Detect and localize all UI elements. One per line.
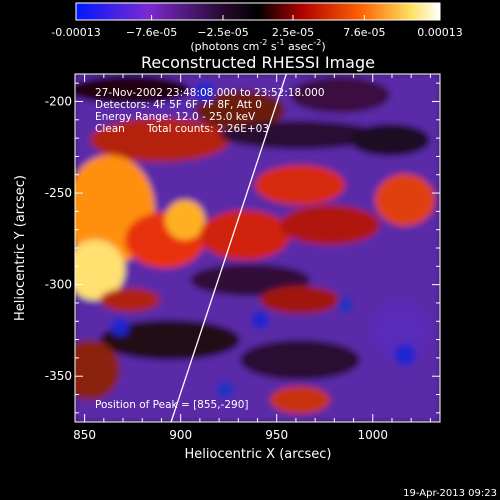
plot-area bbox=[75, 74, 440, 422]
annotation-counts: Total counts: 2.26E+03 bbox=[146, 123, 269, 135]
annotation-clean: Clean bbox=[95, 123, 125, 135]
chart-title: Reconstructed RHESSI Image bbox=[141, 53, 375, 72]
solar-limb-line bbox=[170, 74, 287, 422]
y-axis-label: Heliocentric Y (arcsec) bbox=[13, 175, 28, 321]
x-tick-label: 850 bbox=[73, 428, 96, 442]
footer-date: 19-Apr-2013 09:23 bbox=[403, 488, 497, 499]
colorbar-tick-label: −7.6e-05 bbox=[126, 26, 177, 39]
x-tick-label: 950 bbox=[265, 428, 288, 442]
annotation-detectors: Detectors: 4F 5F 6F 7F 8F, Att 0 bbox=[95, 99, 262, 111]
annotation-time: 27-Nov-2002 23:48:08.000 to 23:52:18.000 bbox=[95, 87, 325, 99]
colorbar-unit-label: (photons cm-2 s-1 asec-2) bbox=[190, 38, 325, 53]
colorbar-ticks: -0.00013 −7.6e-05 −2.5e-05 2.5e-05 7.6e-05 0.… bbox=[51, 15, 463, 39]
x-tick-label: 1000 bbox=[357, 428, 388, 442]
x-axis-label: Heliocentric X (arcsec) bbox=[185, 447, 332, 462]
y-tick-label: -250 bbox=[45, 186, 72, 200]
colorbar-tick-label: 0.00013 bbox=[417, 26, 463, 39]
colorbar-tick-label: 2.5e-05 bbox=[272, 26, 314, 39]
y-tick-label: -350 bbox=[45, 369, 72, 383]
colorbar-gradient bbox=[75, 2, 441, 21]
x-axis-ticks: 850 900 950 1000 bbox=[73, 74, 431, 442]
annotation-energy: Energy Range: 12.0 - 25.0 keV bbox=[95, 111, 256, 123]
y-tick-label: -200 bbox=[45, 94, 72, 108]
heatmap-image bbox=[75, 74, 440, 422]
annotation-peak: Position of Peak = [855,-290] bbox=[95, 399, 249, 411]
colorbar-tick-label: 7.6e-05 bbox=[343, 26, 385, 39]
y-axis-ticks: -200 -250 -300 -350 bbox=[45, 82, 440, 414]
colorbar-tick-label: -0.00013 bbox=[51, 26, 100, 39]
colorbar-tick-label: −2.5e-05 bbox=[197, 26, 248, 39]
annotations: 27-Nov-2002 23:48:08.000 to 23:52:18.000… bbox=[95, 87, 325, 411]
x-tick-label: 900 bbox=[169, 428, 192, 442]
y-tick-label: -300 bbox=[45, 278, 72, 292]
colorbar: -0.00013 −7.6e-05 −2.5e-05 2.5e-05 7.6e-05 0.… bbox=[51, 2, 463, 53]
